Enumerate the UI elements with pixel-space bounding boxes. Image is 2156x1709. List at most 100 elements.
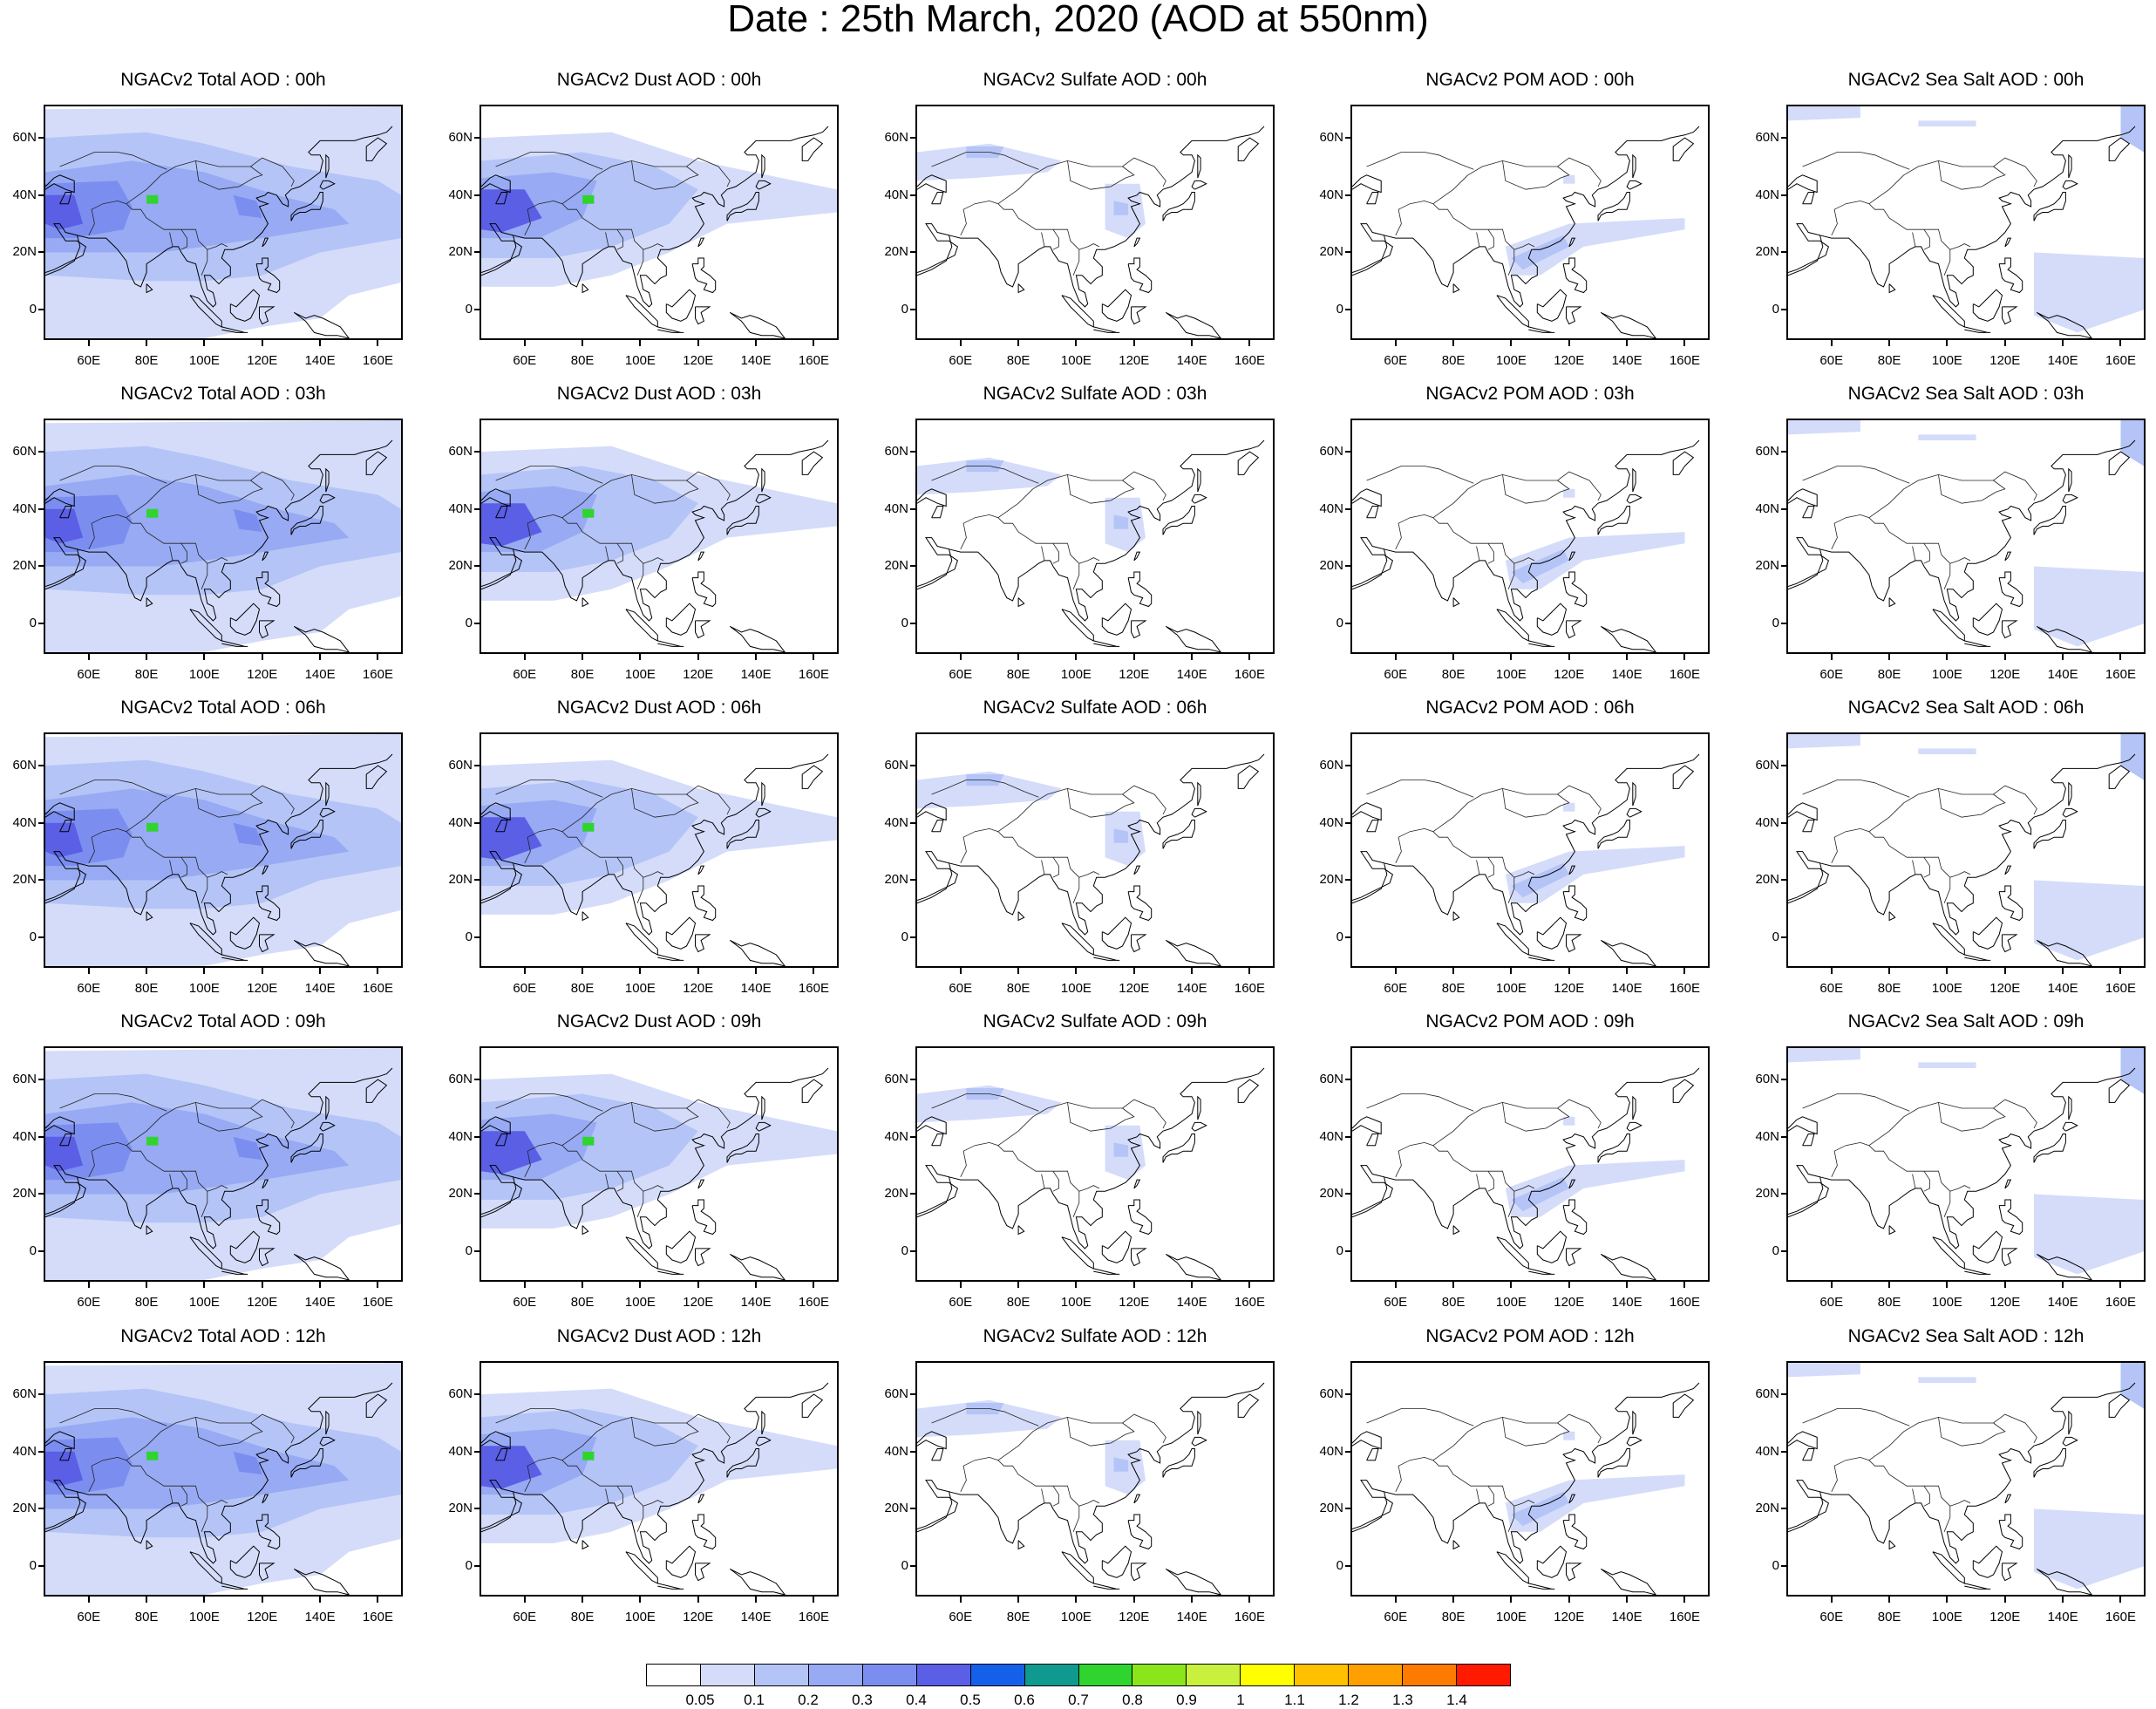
coastline xyxy=(691,571,717,608)
y-tick xyxy=(910,1508,915,1510)
y-tick xyxy=(1345,1250,1350,1253)
coastline xyxy=(481,1116,511,1135)
country-border xyxy=(1868,157,2037,205)
x-tick xyxy=(2003,1282,2006,1288)
coastline xyxy=(1101,1545,1132,1578)
y-tick-label: 0 xyxy=(1336,929,1343,945)
x-tick-label: 140E xyxy=(2047,353,2078,368)
aod-shading xyxy=(1113,1142,1129,1157)
panel-title: NGACv2 Sulfate AOD : 09h xyxy=(983,1011,1207,1032)
x-tick xyxy=(146,1282,148,1288)
coastline xyxy=(365,451,388,475)
country-border xyxy=(1366,152,1474,170)
country-border xyxy=(126,157,295,205)
coastline xyxy=(582,283,589,294)
coastline xyxy=(1568,237,1576,248)
country-border xyxy=(495,1093,603,1112)
y-tick xyxy=(474,507,479,510)
aod-map xyxy=(1352,753,1700,966)
x-tick-label: 160E xyxy=(2105,353,2136,368)
x-tick xyxy=(2003,1597,2006,1603)
coastline xyxy=(1162,1448,1195,1478)
x-tick-label: 80E xyxy=(570,353,595,368)
y-tick xyxy=(1345,879,1350,882)
aod-shading xyxy=(1113,1457,1129,1472)
x-tick-label: 120E xyxy=(683,1295,714,1310)
coastline xyxy=(582,1225,589,1236)
x-tick xyxy=(1946,968,1949,974)
coastline xyxy=(513,439,829,622)
coastline xyxy=(2062,180,2078,190)
y-tick xyxy=(1345,507,1350,510)
coastline xyxy=(1626,494,1643,504)
coastline xyxy=(1197,1095,1201,1120)
country-border xyxy=(1366,466,1474,484)
aod-map xyxy=(917,1382,1265,1595)
coastline xyxy=(45,1116,75,1135)
country-border xyxy=(561,1099,731,1147)
y-tick xyxy=(38,1193,44,1195)
country-border xyxy=(1949,1500,1971,1507)
country-border xyxy=(960,200,1080,276)
y-tick-label: 0 xyxy=(465,929,473,945)
y-tick-label: 0 xyxy=(465,1243,473,1259)
coastline xyxy=(582,1540,589,1550)
country-border xyxy=(1432,1099,1602,1147)
coastline xyxy=(45,1165,86,1218)
coastline xyxy=(1566,620,1582,639)
coastline xyxy=(1632,1095,1636,1120)
country-border xyxy=(931,466,1039,484)
y-tick xyxy=(38,623,44,625)
x-tick-label: 60E xyxy=(513,1610,537,1624)
x-tick xyxy=(1830,968,1833,974)
y-tick xyxy=(474,1135,479,1138)
coastline xyxy=(293,1568,350,1595)
x-tick xyxy=(1132,340,1135,346)
x-tick-label: 60E xyxy=(77,1295,101,1310)
coastline xyxy=(1165,311,1221,338)
aod-map xyxy=(917,439,1265,652)
coastline xyxy=(262,1494,269,1504)
x-tick xyxy=(261,654,263,660)
x-tick xyxy=(1191,1597,1194,1603)
panel-title: NGACv2 Sulfate AOD : 06h xyxy=(983,698,1207,718)
coastline xyxy=(293,939,350,966)
x-tick-label: 60E xyxy=(513,667,537,682)
y-tick xyxy=(1345,565,1350,568)
coastline xyxy=(949,753,1265,936)
country-border xyxy=(169,232,173,247)
x-tick-label: 60E xyxy=(1384,667,1408,682)
x-tick xyxy=(1888,968,1891,974)
coastline xyxy=(2033,192,2066,221)
country-border xyxy=(960,514,1080,589)
coastline xyxy=(259,934,275,953)
x-tick xyxy=(1394,1282,1397,1288)
x-tick-label: 100E xyxy=(1060,667,1092,682)
x-tick-label: 80E xyxy=(1877,981,1901,996)
country-border xyxy=(1487,228,1494,250)
coastline xyxy=(729,1253,786,1280)
y-tick xyxy=(910,194,915,196)
x-tick xyxy=(2119,1282,2122,1288)
x-tick xyxy=(2003,968,2006,974)
x-tick-label: 140E xyxy=(2047,1610,2078,1624)
x-tick-label: 80E xyxy=(1006,667,1030,682)
y-tick xyxy=(474,623,479,625)
coastline xyxy=(1133,865,1141,875)
aod-map xyxy=(481,1382,837,1595)
coastline xyxy=(365,1393,388,1418)
country-border xyxy=(1078,1500,1100,1507)
x-tick xyxy=(1248,1282,1251,1288)
y-tick xyxy=(1345,623,1350,625)
coastline xyxy=(229,289,261,322)
x-tick xyxy=(1075,654,1078,660)
country-border xyxy=(126,1413,295,1461)
x-tick xyxy=(1626,654,1629,660)
y-tick xyxy=(1781,879,1786,882)
country-border xyxy=(1502,474,1570,504)
x-tick-label: 120E xyxy=(247,353,278,368)
coastline xyxy=(2033,1134,2066,1163)
x-tick-label: 160E xyxy=(2105,667,2136,682)
x-tick xyxy=(639,1597,642,1603)
coastline xyxy=(1566,1248,1582,1267)
